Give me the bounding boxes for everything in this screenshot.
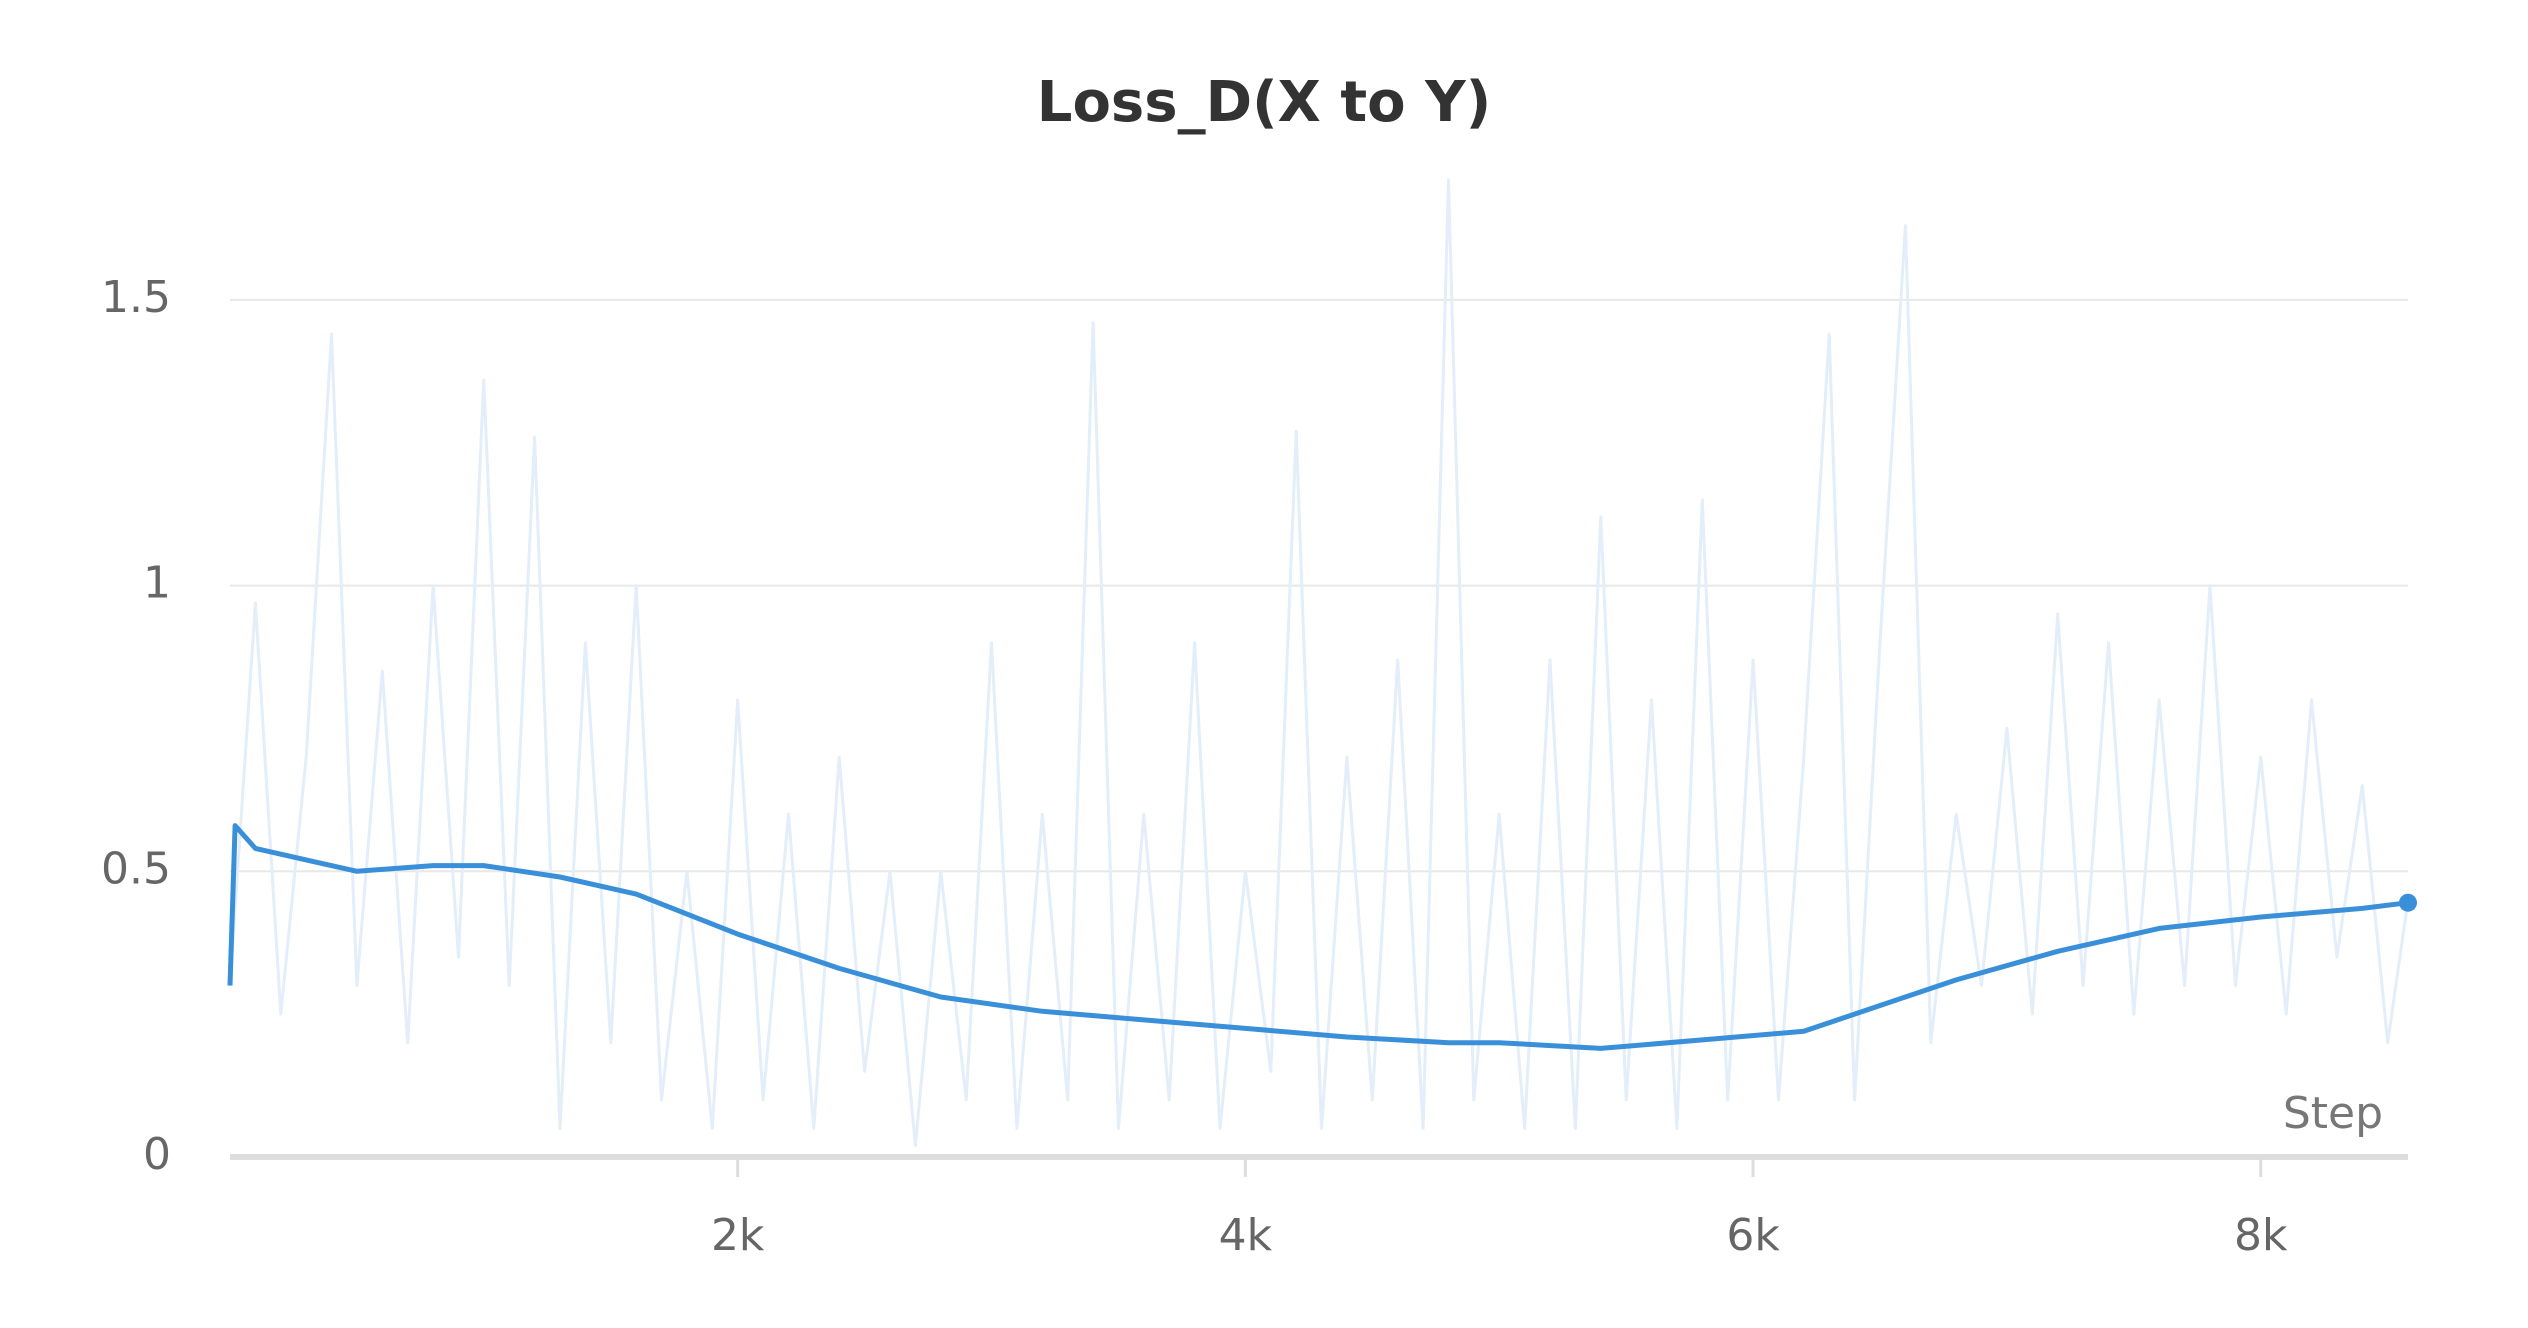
raw-line bbox=[228, 178, 2410, 1148]
y-tick-label: 1.5 bbox=[101, 272, 171, 323]
y-tick-label: 1 bbox=[143, 558, 171, 609]
x-tick-label: 2k bbox=[711, 1210, 765, 1261]
y-tick-label: 0.5 bbox=[101, 843, 171, 894]
x-tick-label: 8k bbox=[2234, 1210, 2288, 1261]
end-point bbox=[2399, 893, 2417, 912]
smoothed-line bbox=[227, 823, 2409, 1051]
x-axis-label: Step bbox=[2283, 1088, 2383, 1139]
chart-title: Loss_D(X to Y) bbox=[1037, 70, 1491, 135]
x-tick-label: 6k bbox=[1726, 1210, 1780, 1261]
y-tick-label: 0 bbox=[143, 1129, 171, 1180]
x-tick-label: 4k bbox=[1219, 1210, 1273, 1261]
